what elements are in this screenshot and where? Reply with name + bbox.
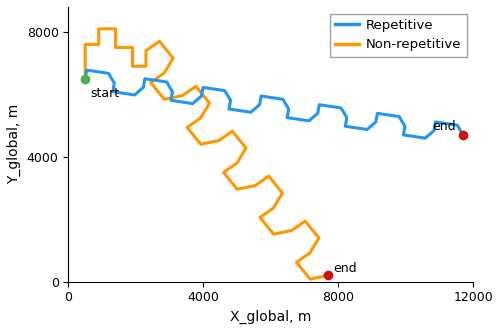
Text: end: end [432, 120, 456, 133]
Text: start: start [90, 87, 120, 101]
X-axis label: X_global, m: X_global, m [230, 310, 312, 324]
Y-axis label: Y_global, m: Y_global, m [7, 104, 21, 184]
Legend: Repetitive, Non-repetitive: Repetitive, Non-repetitive [330, 14, 466, 57]
Text: end: end [333, 262, 357, 275]
